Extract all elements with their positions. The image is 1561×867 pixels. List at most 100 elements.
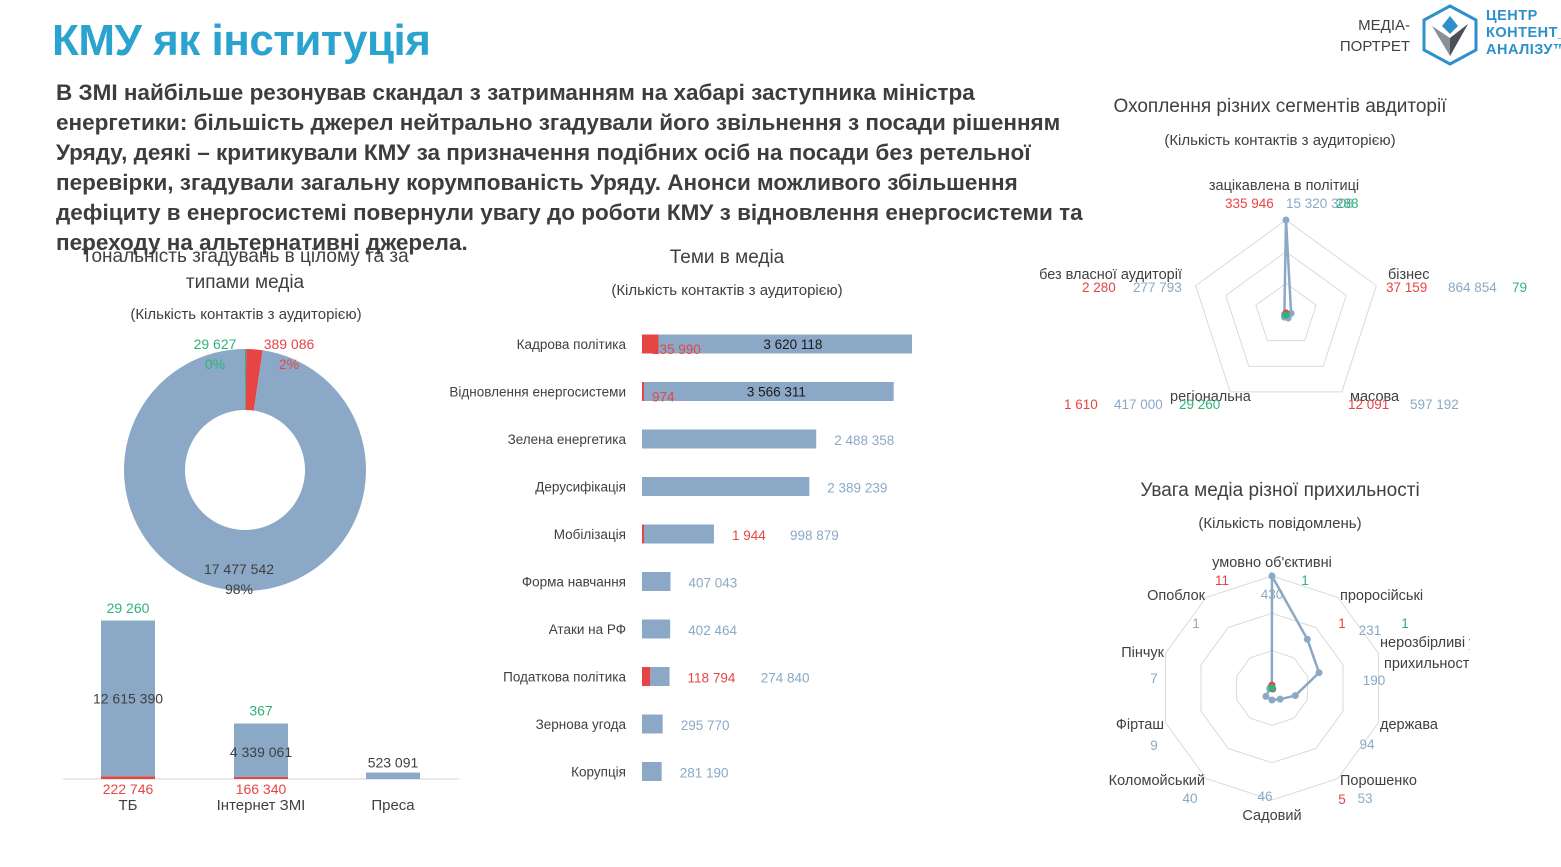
logo-label-line-2: ПОРТРЕТ: [1339, 38, 1410, 55]
media-category-label: ТБ: [118, 797, 137, 814]
topic-label-neutral: 2 488 358: [834, 433, 894, 448]
radar2-axis-label: держава: [1380, 717, 1439, 733]
donut-value-label-negative: 389 086: [264, 336, 315, 352]
radar1-value-negative: 2 280: [1082, 280, 1116, 295]
radar-point-neutral: [1315, 669, 1323, 677]
media-label-positive: 29 260: [107, 600, 150, 616]
topic-bar-neutral: [658, 334, 912, 354]
topic-bar-negative: [642, 334, 659, 354]
topic-label-negative: 118 794: [688, 671, 736, 686]
radar2-axis-label: Порошенко: [1340, 773, 1417, 789]
radar1-value-positive: 288: [1336, 196, 1359, 211]
radar-point-neutral: [1262, 692, 1270, 700]
radar1-value-negative: 335 946: [1225, 196, 1274, 211]
topic-category-label: Податкова політика: [503, 670, 626, 685]
radar-point-positive: [1268, 684, 1276, 692]
topic-label-neutral: 3 620 118: [763, 337, 822, 352]
media-bar-negative: [101, 776, 155, 779]
topic-category-label: Форма навчання: [522, 575, 626, 590]
topic-category-label: Зернова угода: [536, 717, 627, 732]
tonality-chart-title: Тональність згадувань в цілому та за тип…: [81, 246, 409, 293]
media-label-negative: 166 340: [236, 781, 287, 797]
radar-grid-ring: [1255, 282, 1317, 342]
logo-label-line-1: МЕДІА-: [1358, 17, 1410, 34]
topic-category-label: Корупція: [571, 765, 626, 780]
radar2-axis-label: умовно об'єктивні: [1212, 555, 1332, 571]
audience-radar-subtitle: (Кількість контактів з аудиторією): [1164, 132, 1396, 149]
media-category-label: Преса: [371, 797, 415, 814]
topic-label-neutral: 295 770: [681, 718, 730, 733]
topic-bar-negative: [642, 382, 644, 401]
logo-text-line-2: КОНТЕНТ_: [1486, 25, 1561, 41]
radar2-value-neutral: 53: [1357, 791, 1372, 806]
radar2-value-neutral: 190: [1363, 673, 1386, 688]
radar1-value-negative: 1 610: [1064, 397, 1098, 412]
radar2-value-neutral: 40: [1182, 791, 1197, 806]
media-bar-negative: [234, 776, 288, 779]
topic-bar-neutral: [642, 572, 671, 591]
radar2-axis-label: проросійські: [1340, 588, 1423, 604]
topic-label-negative: 1 944: [732, 528, 766, 543]
radar2-value-neutral: 7: [1150, 671, 1158, 686]
topic-bar-neutral: [644, 382, 894, 401]
topic-category-label: Атаки на РФ: [549, 622, 626, 637]
radar1-value-neutral: 417 000: [1114, 397, 1163, 412]
bias-radar-subtitle: (Кількість повідомлень): [1198, 515, 1362, 532]
media-label-neutral: 523 091: [368, 755, 419, 771]
radar1-value-neutral: 15 320 308: [1286, 196, 1354, 211]
topic-label-neutral: 281 190: [680, 766, 729, 781]
topic-bar-neutral: [642, 762, 662, 781]
donut-pct-label-positive: 0%: [205, 356, 225, 372]
radar-point-neutral: [1303, 635, 1311, 643]
radar1-value-positive: 29 260: [1179, 397, 1220, 412]
topic-bar-negative: [642, 524, 644, 544]
radar-point-neutral: [1282, 216, 1290, 224]
intro-text: В ЗМІ найбільше резонував скандал з затр…: [56, 80, 1083, 255]
radar2-axis-label: Фірташ: [1116, 717, 1164, 733]
page-title: КМУ як інституція: [52, 16, 431, 65]
tonality-donut-chart: 29 627 0% 389 086 2% 17 477 542 98%: [124, 336, 367, 597]
donut-value-label-neutral: 17 477 542: [204, 561, 274, 577]
topic-category-label: Дерусифікація: [535, 480, 626, 495]
topic-category-label: Відновлення енергосистеми: [449, 385, 626, 400]
topic-label-neutral: 2 389 239: [827, 481, 887, 496]
radar2-value-neutral: 1: [1192, 616, 1200, 631]
radar1-axis-label: без власної аудиторії: [1039, 267, 1182, 283]
donut-value-label-positive: 29 627: [194, 336, 237, 352]
radar2-value-neutral: 231: [1359, 623, 1382, 638]
media-bar-neutral: [366, 772, 420, 779]
radar1-value-neutral: 597 192: [1410, 397, 1459, 412]
donut-pct-label-negative: 2%: [279, 356, 299, 372]
radar2-axis-label: Пінчук: [1121, 645, 1164, 661]
radar2-axis-label: нерозбірливі у прихильності: [1380, 635, 1470, 672]
donut-slice-negative: [245, 349, 263, 411]
radar-point-positive: [1282, 311, 1290, 319]
media-bar-neutral: [234, 723, 288, 777]
radar2-value-neutral: 94: [1359, 737, 1375, 752]
radar-grid-ring: [1225, 251, 1347, 367]
topic-label-negative: 974: [652, 390, 675, 405]
topic-bar-neutral: [644, 524, 714, 544]
media-label-neutral: 4 339 061: [230, 744, 292, 760]
radar2-value-positive: 1: [1301, 573, 1309, 588]
topic-bar-neutral: [642, 477, 810, 496]
logo-icon: [1422, 4, 1478, 66]
topic-bar-neutral: [650, 667, 670, 686]
topic-bar-neutral: [642, 619, 671, 639]
media-label-negative: 222 746: [103, 781, 154, 797]
radar2-value-negative: 1: [1338, 616, 1346, 631]
topic-label-neutral: 998 879: [790, 528, 839, 543]
radar2-value-negative: 11: [1215, 573, 1229, 588]
donut-slice-neutral: [124, 349, 367, 591]
media-category-label: Інтернет ЗМІ: [217, 797, 306, 814]
donut-pct-label-neutral: 98%: [225, 581, 253, 597]
radar-grid-ring: [1200, 612, 1344, 764]
radar1-value-negative: 12 091: [1348, 397, 1389, 412]
radar2-value-neutral: 9: [1150, 738, 1158, 753]
radar-point-neutral: [1268, 572, 1276, 580]
logo-label: МЕДІА- ПОРТРЕТ: [1338, 15, 1410, 57]
radar-series-neutral: [1283, 219, 1293, 320]
